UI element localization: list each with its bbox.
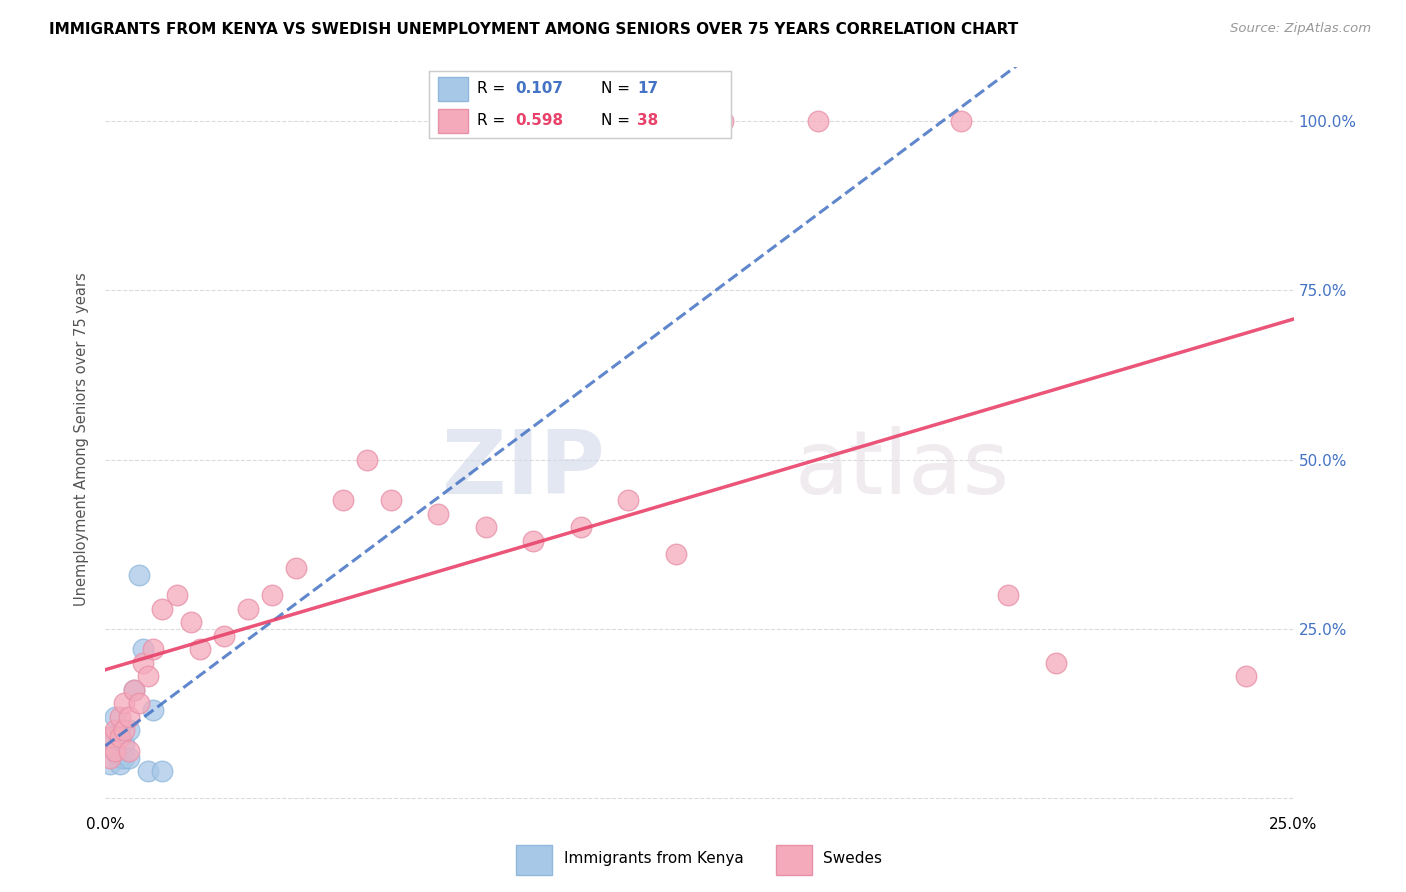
Point xyxy=(136,669,159,683)
Text: 17: 17 xyxy=(637,81,658,96)
Bar xyxy=(437,77,468,101)
Point xyxy=(114,750,136,764)
Point xyxy=(118,723,141,738)
Point xyxy=(617,493,640,508)
Point xyxy=(132,642,155,657)
Point xyxy=(522,533,544,548)
Point xyxy=(108,730,131,744)
Point xyxy=(132,656,155,670)
Point xyxy=(136,764,159,778)
Point xyxy=(128,567,150,582)
Point xyxy=(711,114,734,128)
Text: Source: ZipAtlas.com: Source: ZipAtlas.com xyxy=(1230,22,1371,36)
Point xyxy=(108,710,131,724)
Point xyxy=(104,744,127,758)
Point xyxy=(108,723,131,738)
Point xyxy=(152,601,174,615)
Point xyxy=(118,750,141,764)
Text: IMMIGRANTS FROM KENYA VS SWEDISH UNEMPLOYMENT AMONG SENIORS OVER 75 YEARS CORREL: IMMIGRANTS FROM KENYA VS SWEDISH UNEMPLO… xyxy=(49,22,1018,37)
Text: atlas: atlas xyxy=(794,425,1010,513)
Point xyxy=(118,710,141,724)
Point xyxy=(108,757,131,772)
Text: N =: N = xyxy=(602,113,636,128)
Point xyxy=(108,750,131,764)
Y-axis label: Unemployment Among Seniors over 75 years: Unemployment Among Seniors over 75 years xyxy=(75,272,90,607)
Point xyxy=(1234,669,1257,683)
Bar xyxy=(776,845,811,874)
Point xyxy=(104,744,127,758)
Point xyxy=(180,615,202,629)
Text: 0.107: 0.107 xyxy=(515,81,562,96)
Point xyxy=(474,520,496,534)
Point xyxy=(166,588,188,602)
Point xyxy=(997,588,1019,602)
Point xyxy=(665,548,688,562)
Text: N =: N = xyxy=(602,81,636,96)
Point xyxy=(949,114,972,128)
Point xyxy=(122,682,145,697)
Point xyxy=(142,703,165,717)
Text: 38: 38 xyxy=(637,113,658,128)
Point xyxy=(118,744,141,758)
Point xyxy=(214,629,236,643)
Text: R =: R = xyxy=(477,81,510,96)
Point xyxy=(569,520,592,534)
Point xyxy=(128,697,150,711)
Text: ZIP: ZIP xyxy=(441,425,605,513)
Point xyxy=(98,750,121,764)
Bar xyxy=(516,845,551,874)
Point xyxy=(427,507,450,521)
Point xyxy=(152,764,174,778)
Point xyxy=(190,642,212,657)
Point xyxy=(114,737,136,751)
Point xyxy=(380,493,402,508)
Point xyxy=(122,682,145,697)
Point xyxy=(260,588,283,602)
Text: Swedes: Swedes xyxy=(824,851,883,866)
Point xyxy=(98,757,121,772)
Point xyxy=(98,730,121,744)
Bar xyxy=(437,109,468,133)
Text: Immigrants from Kenya: Immigrants from Kenya xyxy=(564,851,744,866)
Point xyxy=(284,561,307,575)
Text: 0.598: 0.598 xyxy=(515,113,564,128)
Point xyxy=(356,452,378,467)
Point xyxy=(114,723,136,738)
Point xyxy=(98,730,121,744)
Point xyxy=(332,493,354,508)
Point xyxy=(1045,656,1067,670)
Point xyxy=(104,710,127,724)
Text: R =: R = xyxy=(477,113,510,128)
Point xyxy=(114,697,136,711)
Point xyxy=(142,642,165,657)
Point xyxy=(807,114,830,128)
Point xyxy=(236,601,259,615)
Point xyxy=(104,723,127,738)
